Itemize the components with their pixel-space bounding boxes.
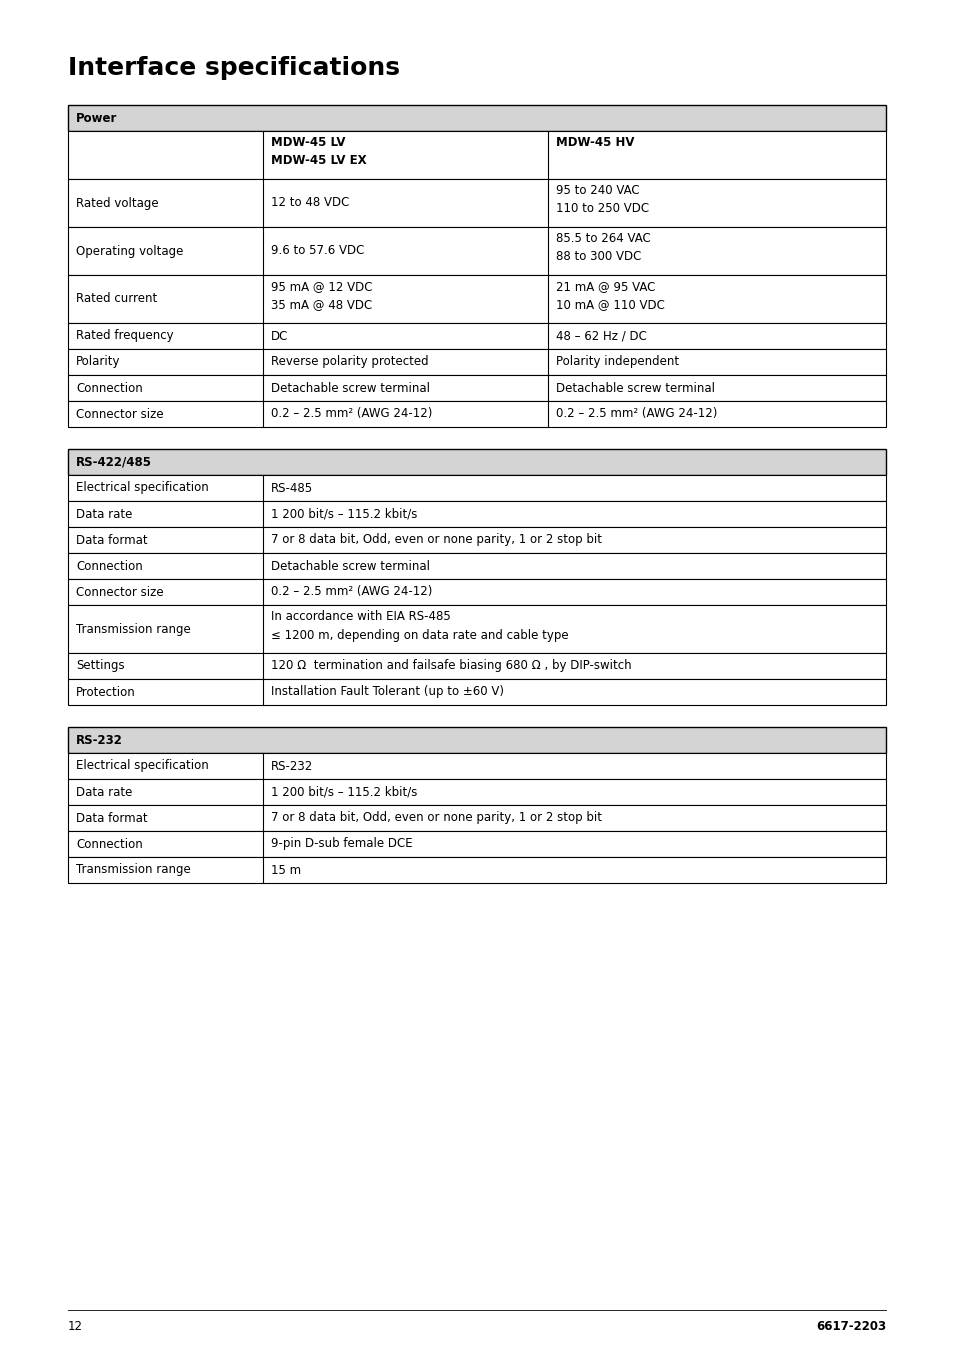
Text: MDW-45 LV: MDW-45 LV: [271, 137, 345, 149]
Text: 0.2 – 2.5 mm² (AWG 24-12): 0.2 – 2.5 mm² (AWG 24-12): [271, 585, 432, 598]
Text: Data rate: Data rate: [76, 785, 132, 799]
Text: Transmission range: Transmission range: [76, 864, 191, 876]
Bar: [68, 501, 885, 527]
Bar: [68, 857, 885, 883]
Text: Data rate: Data rate: [76, 508, 132, 520]
Text: 7 or 8 data bit, Odd, even or none parity, 1 or 2 stop bit: 7 or 8 data bit, Odd, even or none parit…: [271, 533, 601, 547]
Text: 9.6 to 57.6 VDC: 9.6 to 57.6 VDC: [271, 245, 364, 257]
Text: DC: DC: [271, 329, 288, 343]
Text: ≤ 1200 m, depending on data rate and cable type: ≤ 1200 m, depending on data rate and cab…: [271, 628, 568, 642]
Bar: [68, 527, 885, 552]
Text: 7 or 8 data bit, Odd, even or none parity, 1 or 2 stop bit: 7 or 8 data bit, Odd, even or none parit…: [271, 811, 601, 825]
Text: 95 mA @ 12 VDC: 95 mA @ 12 VDC: [271, 280, 372, 294]
Text: 12: 12: [68, 1320, 83, 1332]
Text: Rated voltage: Rated voltage: [76, 196, 158, 210]
Text: 95 to 240 VAC: 95 to 240 VAC: [556, 184, 639, 198]
Text: Detachable screw terminal: Detachable screw terminal: [271, 559, 430, 573]
Text: 10 mA @ 110 VDC: 10 mA @ 110 VDC: [556, 298, 664, 311]
Text: Detachable screw terminal: Detachable screw terminal: [556, 382, 714, 394]
Text: Polarity: Polarity: [76, 356, 120, 368]
Text: Data format: Data format: [76, 533, 148, 547]
Bar: [68, 275, 885, 324]
Text: 85.5 to 264 VAC: 85.5 to 264 VAC: [556, 233, 650, 245]
Text: Detachable screw terminal: Detachable screw terminal: [271, 382, 430, 394]
Text: Data format: Data format: [76, 811, 148, 825]
Text: Rated current: Rated current: [76, 292, 157, 306]
Bar: [68, 653, 885, 678]
Bar: [68, 779, 885, 806]
Text: 15 m: 15 m: [271, 864, 301, 876]
Bar: [68, 580, 885, 605]
Text: Settings: Settings: [76, 659, 125, 673]
Bar: [68, 727, 885, 753]
Text: 110 to 250 VDC: 110 to 250 VDC: [556, 203, 648, 215]
Text: 0.2 – 2.5 mm² (AWG 24-12): 0.2 – 2.5 mm² (AWG 24-12): [271, 408, 432, 421]
Bar: [68, 450, 885, 475]
Bar: [68, 324, 885, 349]
Text: Polarity independent: Polarity independent: [556, 356, 679, 368]
Bar: [68, 106, 885, 131]
Text: Connector size: Connector size: [76, 408, 164, 421]
Bar: [68, 401, 885, 427]
Text: Rated frequency: Rated frequency: [76, 329, 173, 343]
Bar: [68, 227, 885, 275]
Text: 9-pin D-sub female DCE: 9-pin D-sub female DCE: [271, 838, 413, 850]
Text: RS-232: RS-232: [76, 734, 123, 746]
Text: Power: Power: [76, 111, 117, 125]
Text: Electrical specification: Electrical specification: [76, 482, 209, 494]
Text: Connection: Connection: [76, 838, 143, 850]
Text: 21 mA @ 95 VAC: 21 mA @ 95 VAC: [556, 280, 655, 294]
Text: Transmission range: Transmission range: [76, 623, 191, 635]
Text: Connection: Connection: [76, 559, 143, 573]
Text: Protection: Protection: [76, 685, 135, 699]
Bar: [68, 753, 885, 779]
Text: Operating voltage: Operating voltage: [76, 245, 183, 257]
Text: RS-232: RS-232: [271, 760, 313, 773]
Bar: [68, 349, 885, 375]
Bar: [68, 375, 885, 401]
Text: 0.2 – 2.5 mm² (AWG 24-12): 0.2 – 2.5 mm² (AWG 24-12): [556, 408, 717, 421]
Text: 6617-2203: 6617-2203: [815, 1320, 885, 1332]
Bar: [68, 131, 885, 179]
Text: 35 mA @ 48 VDC: 35 mA @ 48 VDC: [271, 298, 372, 311]
Text: 48 – 62 Hz / DC: 48 – 62 Hz / DC: [556, 329, 646, 343]
Text: Interface specifications: Interface specifications: [68, 56, 399, 80]
Text: RS-422/485: RS-422/485: [76, 455, 152, 468]
Text: Connector size: Connector size: [76, 585, 164, 598]
Bar: [68, 179, 885, 227]
Bar: [68, 831, 885, 857]
Text: 88 to 300 VDC: 88 to 300 VDC: [556, 250, 640, 264]
Text: Installation Fault Tolerant (up to ±60 V): Installation Fault Tolerant (up to ±60 V…: [271, 685, 503, 699]
Text: 120 Ω  termination and failsafe biasing 680 Ω , by DIP-switch: 120 Ω termination and failsafe biasing 6…: [271, 659, 631, 673]
Bar: [68, 678, 885, 705]
Bar: [68, 475, 885, 501]
Text: RS-485: RS-485: [271, 482, 313, 494]
Text: MDW-45 HV: MDW-45 HV: [556, 137, 634, 149]
Text: In accordance with EIA RS-485: In accordance with EIA RS-485: [271, 611, 450, 623]
Text: MDW-45 LV EX: MDW-45 LV EX: [271, 154, 366, 168]
Text: Electrical specification: Electrical specification: [76, 760, 209, 773]
Text: Connection: Connection: [76, 382, 143, 394]
Text: 1 200 bit/s – 115.2 kbit/s: 1 200 bit/s – 115.2 kbit/s: [271, 785, 416, 799]
Text: 12 to 48 VDC: 12 to 48 VDC: [271, 196, 349, 210]
Text: 1 200 bit/s – 115.2 kbit/s: 1 200 bit/s – 115.2 kbit/s: [271, 508, 416, 520]
Bar: [68, 605, 885, 653]
Text: Reverse polarity protected: Reverse polarity protected: [271, 356, 428, 368]
Bar: [68, 806, 885, 831]
Bar: [68, 552, 885, 580]
